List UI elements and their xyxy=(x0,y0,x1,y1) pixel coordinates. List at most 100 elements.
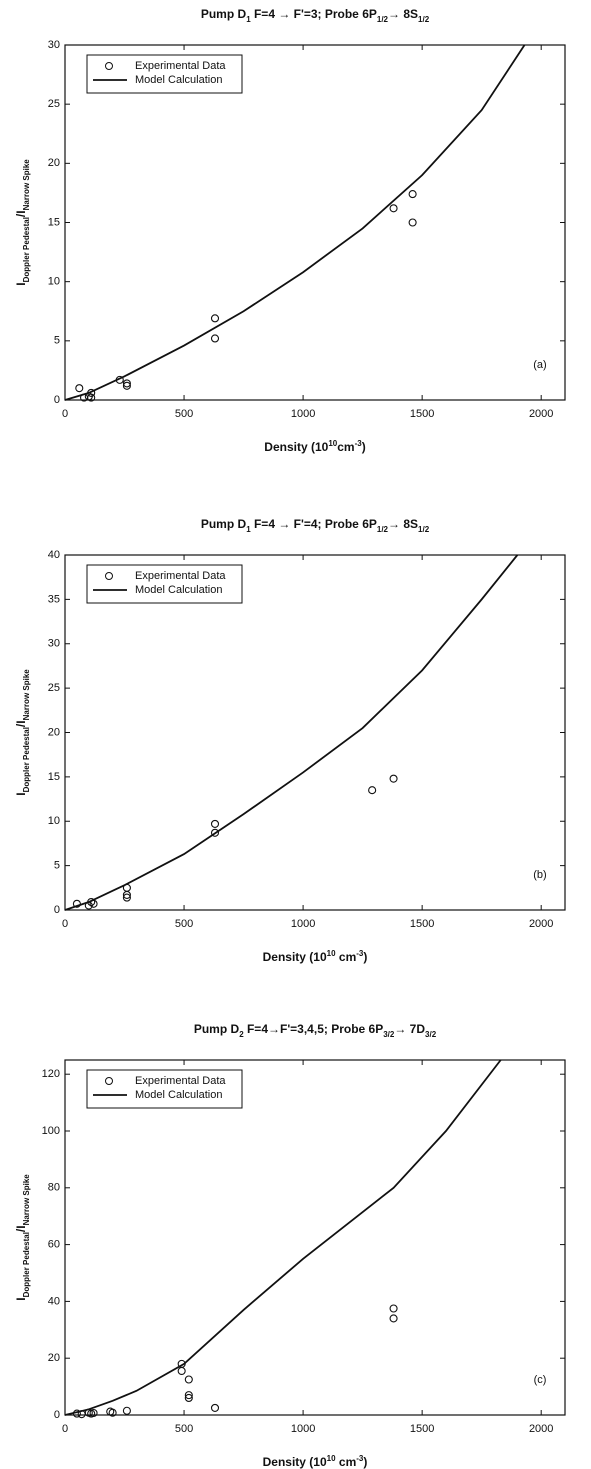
text-sub: Doppler Pedestal xyxy=(22,217,31,282)
text-part: Density (10 xyxy=(263,1455,327,1469)
legend-box xyxy=(86,1069,243,1109)
text-part: ) xyxy=(362,440,366,454)
x-axis-label: Density (1010cm-3) xyxy=(264,439,365,455)
data-point xyxy=(210,828,220,837)
text-super: -3 xyxy=(355,439,363,448)
x-tick-label: 2000 xyxy=(529,1423,553,1435)
x-tick-label: 1000 xyxy=(291,1423,315,1435)
text-sub: Doppler Pedestal xyxy=(22,727,31,792)
data-point xyxy=(210,819,220,828)
y-tick-label: 0 xyxy=(54,1409,60,1421)
legend-box xyxy=(86,564,243,604)
text-sub: 3/2 xyxy=(425,1030,437,1039)
text-sub: 1 xyxy=(246,15,251,24)
x-tick-label: 2000 xyxy=(529,408,553,420)
data-point xyxy=(210,334,220,343)
x-tick-label: 0 xyxy=(62,1423,68,1435)
y-axis-label: IDoppler Pedestal/INarrow Spike xyxy=(14,159,30,286)
text-sub: 1/2 xyxy=(377,15,389,24)
legend-marker xyxy=(105,572,113,580)
chart-title: Pump D2 F=4→F'=3,4,5; Probe 6P3/2→ 7D3/2 xyxy=(194,1022,437,1038)
text-part: I xyxy=(14,1297,28,1300)
data-point xyxy=(89,1408,98,1418)
text-part: Density (10 xyxy=(263,950,327,964)
legend-label: Model Calculation xyxy=(135,74,222,86)
text-part: cm xyxy=(337,440,354,454)
data-point xyxy=(177,1366,186,1376)
x-tick-label: 1500 xyxy=(410,1423,434,1435)
text-part: ) xyxy=(363,950,367,964)
legend-label: Experimental Data xyxy=(135,570,226,582)
legend-marker xyxy=(105,1077,113,1085)
y-axis-label: IDoppler Pedestal/INarrow Spike xyxy=(14,669,30,796)
legend-marker xyxy=(105,62,113,70)
x-axis-label: Density (1010 cm-3) xyxy=(263,1454,368,1469)
text-super: -3 xyxy=(356,949,364,958)
y-tick-label: 20 xyxy=(48,726,60,738)
plot-frame xyxy=(64,1059,566,1416)
data-point xyxy=(389,1304,398,1313)
text-part: → 8S xyxy=(388,517,418,531)
text-sub: Narrow Spike xyxy=(22,669,31,721)
data-point xyxy=(87,393,96,402)
y-axis-label: IDoppler Pedestal/INarrow Spike xyxy=(14,1174,30,1301)
text-super: -3 xyxy=(356,1454,364,1463)
text-part: F=4 → F'=3; Probe 6P xyxy=(251,7,377,21)
text-part: /I xyxy=(14,720,28,727)
data-point xyxy=(210,1403,220,1412)
x-tick-label: 500 xyxy=(175,408,193,420)
chart-title: Pump D1 F=4 → F'=3; Probe 6P1/2→ 8S1/2 xyxy=(201,7,430,23)
y-tick-label: 0 xyxy=(54,394,60,406)
y-tick-label: 25 xyxy=(48,98,60,110)
legend-box xyxy=(86,54,243,94)
text-part: I xyxy=(14,282,28,285)
text-sub: Narrow Spike xyxy=(22,1174,31,1226)
y-tick-label: 30 xyxy=(48,638,60,650)
data-point xyxy=(184,1375,193,1384)
text-part: Pump D xyxy=(201,517,247,531)
text-super: 10 xyxy=(327,949,336,958)
annotation: (b) xyxy=(533,869,546,881)
data-point xyxy=(75,384,84,393)
y-tick-label: 35 xyxy=(48,593,60,605)
plot-frame xyxy=(64,554,566,911)
text-part: → 8S xyxy=(388,7,418,21)
y-tick-label: 10 xyxy=(48,815,60,827)
text-part: cm xyxy=(336,1455,357,1469)
text-sub: 1/2 xyxy=(418,15,430,24)
text-sub: 2 xyxy=(239,1030,244,1039)
text-part: F=4 → F'=4; Probe 6P xyxy=(251,517,377,531)
data-point xyxy=(408,190,417,199)
y-tick-label: 40 xyxy=(48,549,60,561)
x-tick-label: 500 xyxy=(175,1423,193,1435)
y-tick-label: 15 xyxy=(48,771,60,783)
text-part: Density (10 xyxy=(264,440,328,454)
chart-title: Pump D1 F=4 → F'=4; Probe 6P1/2→ 8S1/2 xyxy=(201,517,430,533)
y-tick-label: 80 xyxy=(48,1182,60,1194)
x-tick-label: 1500 xyxy=(410,918,434,930)
y-tick-label: 5 xyxy=(54,335,60,347)
y-tick-label: 120 xyxy=(42,1068,60,1080)
model-line xyxy=(64,1059,502,1416)
y-tick-label: 10 xyxy=(48,276,60,288)
y-tick-label: 60 xyxy=(48,1239,60,1251)
text-part: I xyxy=(14,792,28,795)
y-tick-label: 30 xyxy=(48,39,60,51)
model-line xyxy=(64,554,519,911)
y-tick-label: 40 xyxy=(48,1295,60,1307)
y-tick-label: 100 xyxy=(42,1125,60,1137)
data-point xyxy=(122,890,131,899)
text-part: F=4→F'=3,4,5; Probe 6P xyxy=(244,1022,384,1036)
text-sub: 1/2 xyxy=(418,525,430,534)
text-sub: 3/2 xyxy=(383,1030,395,1039)
data-point xyxy=(122,893,131,902)
data-point xyxy=(210,314,220,323)
text-part: /I xyxy=(14,210,28,217)
legend-label: Model Calculation xyxy=(135,1089,222,1101)
data-point xyxy=(389,204,398,213)
x-tick-label: 500 xyxy=(175,918,193,930)
data-point xyxy=(122,379,131,388)
data-point xyxy=(389,774,398,783)
text-part: ) xyxy=(363,1455,367,1469)
